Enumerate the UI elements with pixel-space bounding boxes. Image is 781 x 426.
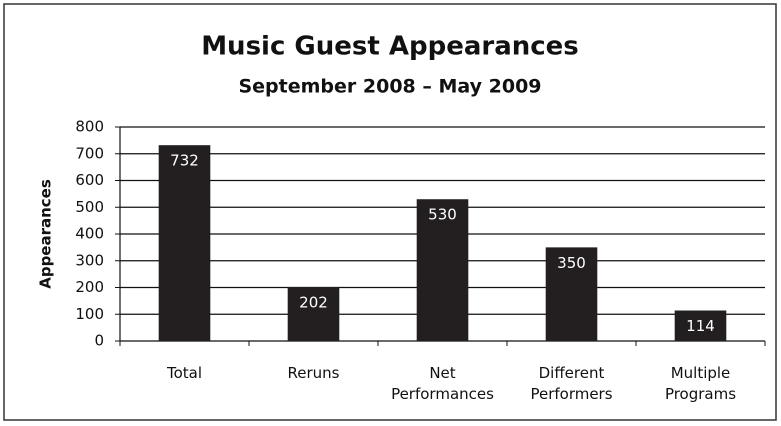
y-tick-label: 400 bbox=[75, 225, 104, 243]
bar bbox=[158, 145, 211, 341]
x-tick-label: Multiple Programs bbox=[664, 364, 737, 403]
y-tick-label: 700 bbox=[75, 144, 104, 162]
value-label: 530 bbox=[428, 206, 457, 224]
y-tick-label: 600 bbox=[75, 171, 104, 189]
value-label: 114 bbox=[686, 317, 715, 335]
y-tick-label: 100 bbox=[75, 305, 104, 323]
chart-frame bbox=[3, 3, 777, 421]
x-tick-label: Net Performances bbox=[391, 364, 494, 403]
value-label: 732 bbox=[170, 152, 199, 170]
y-axis-label: Appearances bbox=[37, 179, 55, 289]
y-tick-label: 800 bbox=[75, 118, 104, 136]
value-label: 350 bbox=[557, 254, 586, 272]
x-tick-label: Different Performers bbox=[530, 364, 613, 403]
x-tick-label: Total bbox=[166, 364, 203, 382]
bar bbox=[545, 247, 598, 341]
bar bbox=[416, 199, 469, 341]
y-tick-label: 300 bbox=[75, 251, 104, 269]
x-tick-label: Reruns bbox=[287, 364, 340, 382]
bar bbox=[674, 310, 727, 341]
y-tick-label: 200 bbox=[75, 278, 104, 296]
y-tick-label: 500 bbox=[75, 198, 104, 216]
chart-subtitle: September 2008 – May 2009 bbox=[238, 76, 541, 98]
chart-title: Music Guest Appearances bbox=[201, 32, 579, 62]
bar bbox=[287, 286, 340, 341]
value-label: 202 bbox=[299, 293, 328, 311]
y-tick-label: 0 bbox=[94, 332, 104, 350]
